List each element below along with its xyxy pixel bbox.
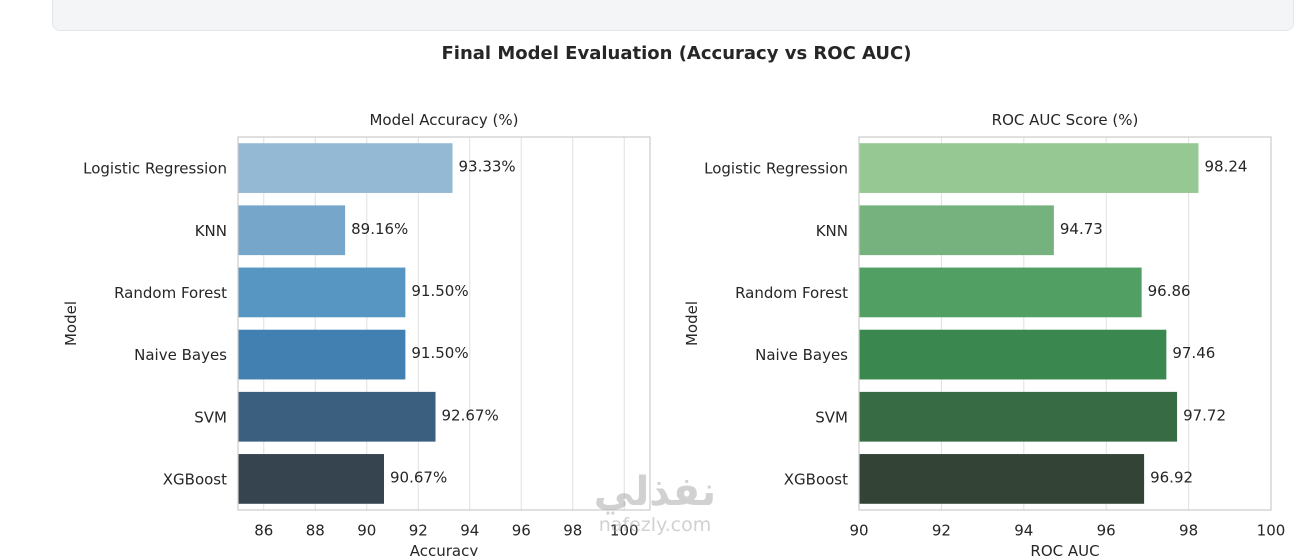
plot-area-accuracy	[238, 137, 650, 510]
y-tick-label: Random Forest	[114, 284, 227, 302]
x-axis-label: ROC AUC	[1030, 542, 1099, 556]
bar	[859, 391, 1178, 442]
y-tick-label: SVM	[194, 408, 227, 426]
bar	[238, 267, 406, 318]
bar-value-label: 91.50%	[411, 282, 468, 300]
bar	[859, 329, 1167, 380]
x-tick-label: 90	[357, 522, 376, 540]
bar-value-label: 96.86	[1148, 282, 1191, 300]
y-axis-label: Model	[62, 301, 80, 346]
bar-value-label: 90.67%	[390, 468, 447, 486]
bar	[238, 205, 346, 256]
bar-value-label: 91.50%	[411, 344, 468, 362]
y-tick-label: XGBoost	[784, 470, 848, 488]
bar-value-label: 97.72	[1183, 406, 1226, 424]
x-tick-label: 100	[1257, 522, 1286, 540]
y-tick-label: KNN	[816, 222, 848, 240]
bar	[859, 454, 1145, 504]
bar-value-label: 92.67%	[442, 406, 499, 424]
bar	[238, 391, 436, 442]
x-tick-label: 92	[932, 522, 951, 540]
x-tick-label: 86	[254, 522, 273, 540]
bar	[238, 454, 385, 504]
y-tick-label: Logistic Regression	[704, 160, 848, 178]
bar-value-label: 96.92	[1150, 468, 1193, 486]
figure-title: Final Model Evaluation (Accuracy vs ROC …	[441, 43, 912, 64]
x-tick-label: 98	[1179, 522, 1198, 540]
x-tick-label: 100	[610, 522, 639, 540]
plot-frame	[237, 136, 651, 511]
bar-value-label: 97.46	[1172, 344, 1215, 362]
y-tick-label: Naive Bayes	[134, 346, 227, 364]
bar	[238, 329, 406, 380]
y-tick-label: SVM	[815, 408, 848, 426]
bar-value-label: 93.33%	[458, 158, 515, 176]
bar-value-label: 94.73	[1060, 220, 1103, 238]
y-tick-label: KNN	[195, 222, 227, 240]
y-tick-label: XGBoost	[163, 470, 227, 488]
x-tick-label: 96	[512, 522, 531, 540]
subplot-title: ROC AUC Score (%)	[992, 111, 1139, 129]
bar	[859, 205, 1054, 256]
x-tick-label: 92	[409, 522, 428, 540]
bar-value-label: 89.16%	[351, 220, 408, 238]
x-tick-label: 94	[460, 522, 479, 540]
bar	[859, 143, 1199, 193]
subplot-title: Model Accuracy (%)	[369, 111, 518, 129]
bar-value-label: 98.24	[1204, 158, 1247, 176]
plot-frame	[858, 136, 1272, 511]
y-tick-label: Random Forest	[735, 284, 848, 302]
code-cell: }	[52, 0, 1294, 31]
y-axis-label: Model	[683, 301, 701, 346]
x-tick-label: 88	[306, 522, 325, 540]
plot-area-rocauc	[859, 137, 1271, 510]
x-tick-label: 98	[563, 522, 582, 540]
x-tick-label: 96	[1097, 522, 1116, 540]
bar	[859, 267, 1142, 318]
x-tick-label: 94	[1014, 522, 1033, 540]
y-tick-label: Logistic Regression	[83, 160, 227, 178]
x-tick-label: 90	[849, 522, 868, 540]
bar	[238, 143, 453, 193]
y-tick-label: Naive Bayes	[755, 346, 848, 364]
x-axis-label: Accuracy	[410, 542, 479, 556]
